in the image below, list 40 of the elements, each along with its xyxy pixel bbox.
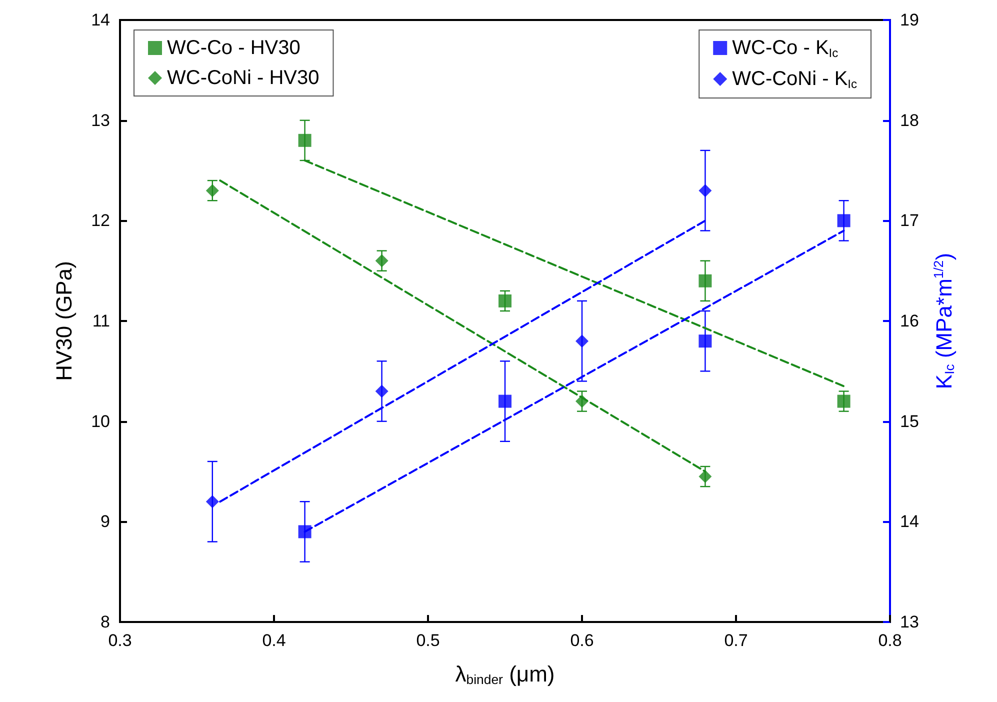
point (837, 394, 850, 408)
y2-tick-label: 13 (900, 612, 919, 632)
y2-tick-label: 14 (900, 512, 919, 532)
y2-tick-label: 19 (900, 10, 919, 30)
point (698, 274, 712, 288)
point (498, 294, 512, 308)
y-tick-label: 9 (100, 512, 110, 532)
y-tick-label: 8 (100, 612, 110, 632)
y-axis-title: HV30 (GPa) (52, 261, 76, 381)
point (698, 334, 712, 348)
point (698, 184, 712, 198)
point (375, 384, 388, 398)
y2-axis-title: KIc (MPa*m1/2) (931, 252, 957, 390)
point (576, 394, 588, 408)
point (298, 525, 312, 538)
x-tick-label: 0.7 (724, 631, 748, 650)
x-tick-label: 0.6 (570, 631, 594, 650)
y-tick-label: 12 (91, 211, 110, 230)
y-tick-label: 13 (91, 110, 110, 130)
point (298, 134, 312, 147)
point (576, 334, 588, 348)
x-tick-label: 0.5 (416, 631, 440, 650)
y-tick-label: 14 (91, 10, 110, 30)
point (206, 184, 219, 198)
x-tick-label: 0.3 (108, 631, 132, 650)
point (375, 254, 388, 268)
y2-tick-label: 16 (900, 312, 919, 330)
y-tick-label: 10 (91, 412, 110, 431)
point (698, 470, 712, 484)
y-tick-label: 11 (92, 312, 110, 330)
x-tick-label: 0.4 (262, 631, 286, 650)
legend-label: WC-Co - HV30 (167, 37, 300, 59)
legend-label: WC-CoNi - HV30 (167, 67, 320, 89)
point (498, 394, 512, 408)
y2-tick-label: 18 (900, 110, 919, 130)
y2-tick-label: 17 (900, 211, 919, 230)
point (837, 214, 850, 228)
x-tick-label: 0.8 (878, 631, 902, 650)
point (206, 495, 219, 508)
y2-tick-label: 15 (900, 412, 919, 431)
